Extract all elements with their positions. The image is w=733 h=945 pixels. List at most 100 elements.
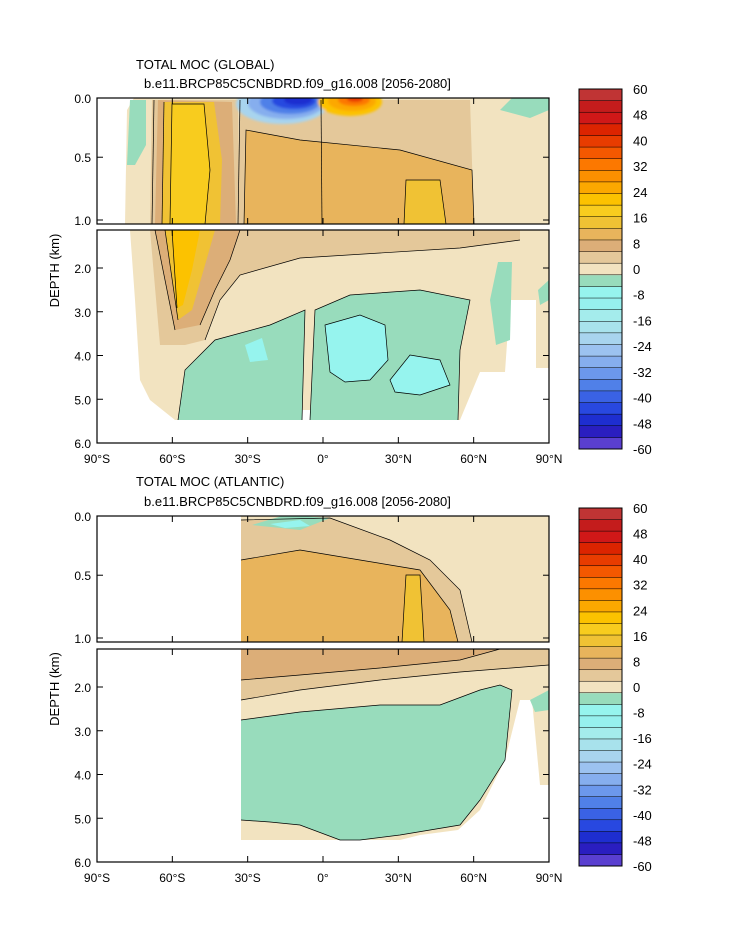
colorbar-swatch <box>579 750 622 763</box>
colorbar-label: -8 <box>633 288 645 303</box>
colorbar-label: 48 <box>633 108 647 123</box>
colorbar-swatch <box>579 600 622 613</box>
colorbar-label: -24 <box>633 757 652 772</box>
colorbar-swatch <box>579 390 622 403</box>
colorbar-swatch <box>579 437 622 450</box>
colorbar-frame <box>578 88 623 450</box>
colorbar-label: -32 <box>633 365 652 380</box>
y-tick-label: 3.0 <box>74 306 91 320</box>
colorbar-label: -48 <box>633 833 652 848</box>
colorbar-swatch <box>579 854 622 867</box>
colorbar-swatch <box>579 158 622 171</box>
colorbar-swatch <box>579 414 622 427</box>
colorbar-swatch <box>579 425 622 438</box>
colorbar-swatch <box>579 796 622 809</box>
colorbar-swatch <box>579 298 622 311</box>
colorbar-label: 8 <box>633 236 640 251</box>
colorbar-swatch <box>579 554 622 567</box>
y-tick-label: 6.0 <box>74 437 91 451</box>
colorbar-swatch <box>579 611 622 624</box>
colorbar-swatch <box>579 89 622 102</box>
colorbar-label: -32 <box>633 782 652 797</box>
colorbar-swatch <box>579 286 622 299</box>
colorbar-swatch <box>579 831 622 844</box>
colorbar-swatch <box>579 170 622 183</box>
colorbar-label: 32 <box>633 159 647 174</box>
chart-title: TOTAL MOC (ATLANTIC) <box>136 474 284 489</box>
y-tick-label: 1.0 <box>74 632 91 646</box>
y-axis-title: DEPTH (km) <box>47 652 62 726</box>
colorbar-label: -24 <box>633 339 652 354</box>
colorbar-swatch <box>579 344 622 357</box>
plot-area-upper <box>97 98 549 224</box>
x-tick-label: 90°N <box>536 452 563 466</box>
colorbar-label: 0 <box>633 680 640 695</box>
colorbar-swatch <box>579 205 622 218</box>
colorbar-label: -40 <box>633 391 652 406</box>
colorbar-swatch <box>579 123 622 136</box>
y-tick-label: 4.0 <box>74 769 91 783</box>
panel-global: TOTAL MOC (GLOBAL) b.e11.BRCP85C5CNBDRD.… <box>96 57 550 444</box>
colorbar-swatch <box>579 646 622 659</box>
x-tick-label: 30°N <box>385 871 412 885</box>
x-tick-label: 0° <box>317 452 329 466</box>
colorbar-label: 24 <box>633 185 647 200</box>
colorbar-label: -60 <box>633 442 652 457</box>
axes-layer: 90°S 60°S 30°S 0° 30°N 60°N 90°N 0.0 0.5 1.0 2.0 3.… <box>47 92 562 885</box>
colorbar-swatch <box>579 321 622 334</box>
y-tick-label: 6.0 <box>74 856 91 870</box>
colorbar-swatch <box>579 135 622 148</box>
colorbar-swatch <box>579 228 622 241</box>
y-tick-label: 5.0 <box>74 393 91 407</box>
chart-subtitle: b.e11.BRCP85C5CNBDRD.f09_g16.008 [2056-2… <box>144 494 451 509</box>
y-tick-label: 2.0 <box>74 681 91 695</box>
y-axis-title: DEPTH (km) <box>47 234 62 308</box>
y-tick-label: 4.0 <box>74 350 91 364</box>
colorbar-swatch <box>579 332 622 345</box>
colorbar-swatch <box>579 519 622 532</box>
colorbar-swatch <box>579 715 622 728</box>
panel-atlantic: TOTAL MOC (ATLANTIC) b.e11.BRCP85C5CNBDR… <box>96 474 550 863</box>
colorbar-label: 24 <box>633 603 647 618</box>
colorbar-swatch <box>579 531 622 544</box>
colorbar-swatch <box>579 623 622 636</box>
colorbar-label: 40 <box>633 133 647 148</box>
colorbar-swatch <box>579 181 622 194</box>
colorbar-swatch <box>579 309 622 322</box>
colorbar-swatch <box>579 669 622 682</box>
x-tick-label: 30°N <box>385 452 412 466</box>
colorbar-swatch <box>579 239 622 252</box>
colorbar-swatch <box>579 727 622 740</box>
x-tick-label: 60°N <box>460 871 487 885</box>
colorbar-label: 0 <box>633 262 640 277</box>
colorbar-swatch <box>579 274 622 287</box>
y-tick-label: 0.5 <box>74 151 91 165</box>
colorbar-label: -60 <box>633 859 652 874</box>
colorbar-swatch <box>579 402 622 415</box>
colorbar-swatch <box>579 819 622 832</box>
colorbar-label: -16 <box>633 313 652 328</box>
colorbar-swatch <box>579 773 622 786</box>
colorbar-swatch <box>579 565 622 578</box>
x-tick-label: 90°S <box>84 452 110 466</box>
y-tick-label: 3.0 <box>74 725 91 739</box>
colorbar-swatch <box>579 508 622 520</box>
colorbar-label: 32 <box>633 578 647 593</box>
colorbar-swatch <box>579 193 622 206</box>
colorbar-swatch <box>579 263 622 276</box>
y-tick-label: 5.0 <box>74 812 91 826</box>
x-tick-label: 30°S <box>235 871 261 885</box>
plot-area-lower <box>97 649 549 862</box>
colorbar-frame <box>578 507 623 867</box>
colorbar-swatch <box>579 808 622 821</box>
colorbar-swatch <box>579 704 622 717</box>
x-tick-label: 30°S <box>235 452 261 466</box>
x-tick-label: 60°S <box>159 871 185 885</box>
colorbar-label: 8 <box>633 654 640 669</box>
colorbar-swatch <box>579 692 622 705</box>
colorbar-swatch <box>579 100 622 113</box>
x-tick-label: 60°S <box>159 452 185 466</box>
colorbar-label: 16 <box>633 629 647 644</box>
x-tick-label: 90°S <box>84 871 110 885</box>
colorbar-swatch <box>579 147 622 160</box>
